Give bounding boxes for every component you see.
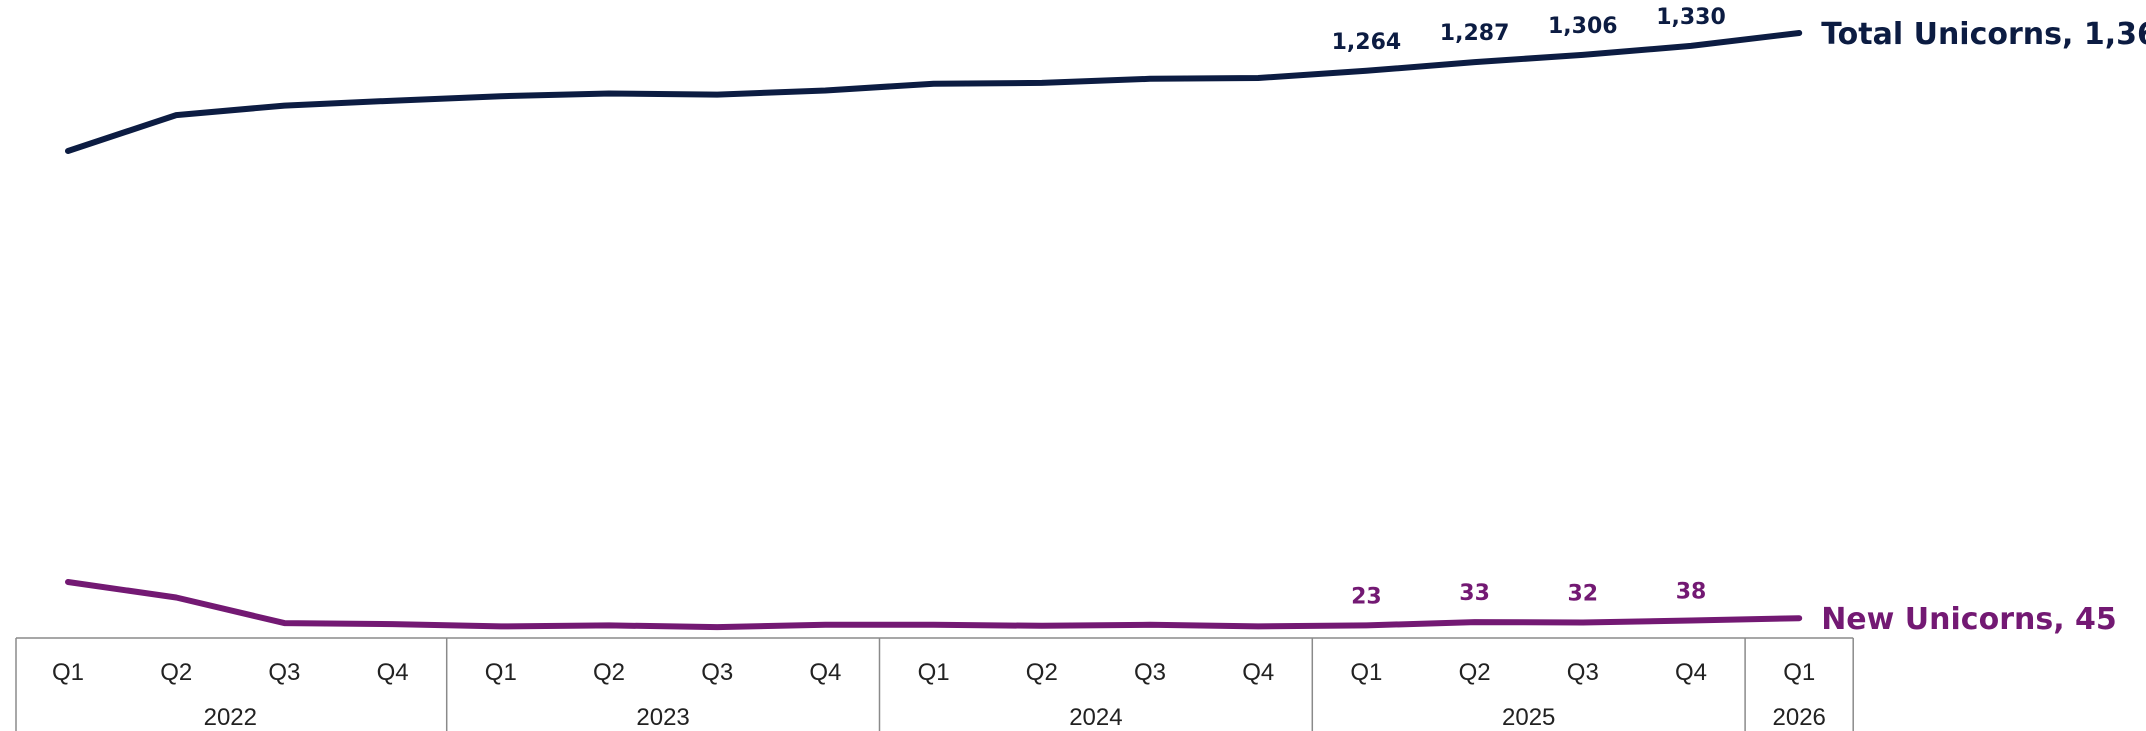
x-axis: Q1 Q2 Q3 Q4 Q1 Q2 Q3 Q4 Q1 Q2 Q3 Q4 Q1 Q2 Q3 Q4 Q1 2022 20… — [15, 637, 1854, 731]
data-label: 1,287 — [1440, 21, 1510, 46]
quarter-tick-label: Q3 — [1567, 659, 1599, 686]
data-label: 1,264 — [1332, 30, 1402, 55]
quarter-tick-label: Q1 — [485, 659, 517, 686]
quarter-tick-label: Q4 — [809, 659, 841, 686]
quarter-tick-label: Q1 — [1783, 659, 1815, 686]
quarter-tick-label: Q4 — [1675, 659, 1707, 686]
year-label: 2026 — [1773, 704, 1826, 731]
data-label: 38 — [1676, 579, 1707, 604]
year-label: 2022 — [204, 704, 257, 731]
series-line-new-unicorns — [65, 579, 1803, 631]
quarter-tick-label: Q2 — [160, 659, 192, 686]
data-label: 1,306 — [1548, 14, 1618, 39]
quarter-tick-label: Q3 — [1134, 659, 1166, 686]
year-label: 2024 — [1069, 704, 1122, 731]
series-end-label: Total Unicorns, 1,364 — [1821, 17, 2146, 52]
quarter-tick-label: Q3 — [701, 659, 733, 686]
series-group: 1,264 1,287 1,306 1,330 Total Unicorns, 1,36… — [65, 5, 2146, 637]
quarter-tick-label: Q1 — [1350, 659, 1382, 686]
quarter-tick-label: Q4 — [1242, 659, 1274, 686]
quarter-tick-label: Q4 — [377, 659, 409, 686]
quarter-tick-label: Q3 — [268, 659, 300, 686]
data-label: 23 — [1351, 584, 1382, 609]
quarter-tick-label: Q2 — [1026, 659, 1058, 686]
series-line-total-unicorns — [65, 30, 1803, 154]
year-label: 2023 — [636, 704, 689, 731]
series-end-label: New Unicorns, 45 — [1821, 602, 2117, 637]
quarter-tick-label: Q2 — [1459, 659, 1491, 686]
quarter-tick-label: Q1 — [918, 659, 950, 686]
quarter-tick-label: Q1 — [52, 659, 84, 686]
year-label: 2025 — [1502, 704, 1555, 731]
data-label: 32 — [1567, 581, 1598, 606]
data-label: 33 — [1459, 581, 1490, 606]
data-label: 1,330 — [1656, 5, 1726, 30]
quarter-tick-label: Q2 — [593, 659, 625, 686]
